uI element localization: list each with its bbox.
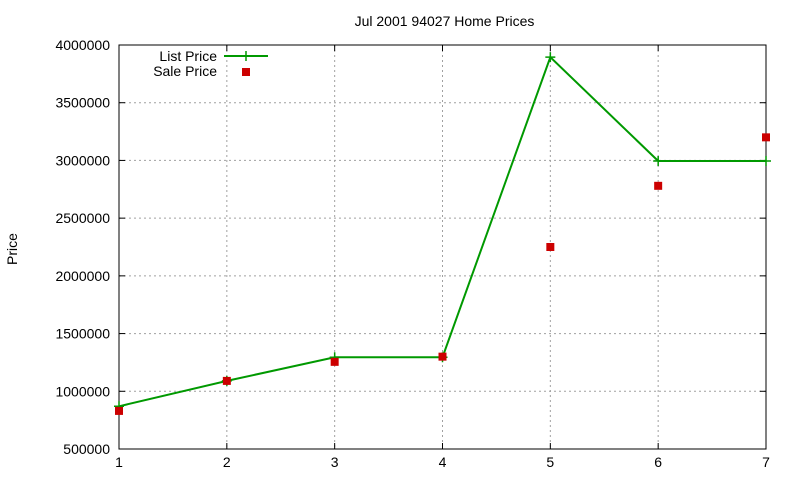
y-tick-label: 2500000 (55, 210, 110, 226)
legend-label-sale-price: Sale Price (153, 63, 217, 79)
series-layer (114, 52, 771, 415)
axis-ticks: 500000 1000000 1500000 2000000 2500000 300000… (55, 37, 770, 470)
x-tick-label: 3 (331, 454, 339, 470)
grid-lines (119, 45, 766, 449)
legend-marker-sale-price (242, 68, 250, 76)
y-tick-label: 500000 (63, 441, 110, 457)
legend: List Price Sale Price (153, 48, 268, 79)
x-tick-label: 1 (115, 454, 123, 470)
x-tick-label: 7 (762, 454, 770, 470)
y-tick-label: 3000000 (55, 152, 110, 168)
x-tick-label: 5 (546, 454, 554, 470)
sale-price-point (546, 243, 555, 251)
list-price-point (545, 52, 556, 63)
y-tick-label: 1000000 (55, 383, 110, 399)
x-tick-label: 6 (654, 454, 662, 470)
y-tick-label: 2000000 (55, 268, 110, 284)
y-tick-label: 4000000 (55, 37, 110, 53)
legend-marker-list-price (241, 51, 251, 61)
x-tick-label: 2 (223, 454, 231, 470)
list-price-point (761, 156, 771, 167)
legend-label-list-price: List Price (159, 48, 217, 64)
sale-price-point (438, 352, 447, 361)
sale-price-point (115, 406, 123, 415)
y-axis-label: Price (4, 233, 20, 265)
y-tick-label: 3500000 (55, 95, 110, 111)
sale-price-point (654, 181, 663, 190)
y-tick-label: 1500000 (55, 326, 110, 342)
sale-price-point (330, 357, 339, 366)
x-tick-label: 4 (439, 454, 447, 470)
list-price-point (653, 156, 664, 167)
chart-title: Jul 2001 94027 Home Prices (355, 13, 535, 29)
sale-price-point (222, 376, 231, 385)
sale-price-point (762, 133, 770, 142)
